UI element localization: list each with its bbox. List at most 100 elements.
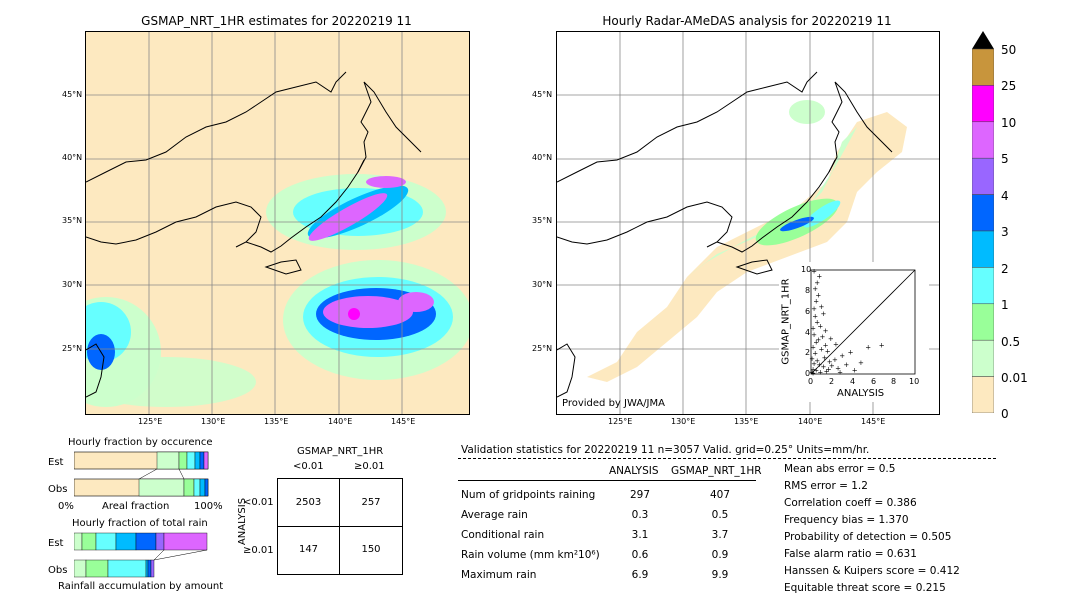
total-rain-bars xyxy=(74,532,208,578)
scatter-point: + xyxy=(832,356,838,364)
colorbar-extend-arrow xyxy=(972,31,994,49)
scatter-xtick: 8 xyxy=(891,377,897,386)
right-lon-label: 125°E xyxy=(608,417,633,426)
scatter-point: + xyxy=(809,368,815,376)
left-map-canvas xyxy=(86,32,469,414)
score-line: Equitable threat score = 0.215 xyxy=(784,582,946,594)
colorbar-label: 1 xyxy=(1001,298,1009,312)
score-line: Hanssen & Kuipers score = 0.412 xyxy=(784,565,960,577)
scatter-ytick: 4 xyxy=(805,328,811,337)
left-lat-label: 40°N xyxy=(62,153,83,162)
scatter-point: + xyxy=(825,348,831,356)
occurrence-title: Hourly fraction by occurence xyxy=(68,437,213,448)
occurrence-obs-label: Obs xyxy=(48,484,68,495)
colorbar-svg xyxy=(972,31,994,413)
validation-col-gsmap: GSMAP_NRT_1HR xyxy=(671,465,762,477)
contingency-col-ge: ≥0.01 xyxy=(354,461,385,472)
total-rain-footer: Rainfall accumulation by amount xyxy=(58,581,224,592)
scatter-point: + xyxy=(821,363,827,371)
scatter-point: + xyxy=(829,362,835,370)
scatter-point: + xyxy=(858,359,864,367)
right-lat-label: 25°N xyxy=(532,344,553,353)
scatter-point: + xyxy=(817,368,823,376)
right-lat-label: 45°N xyxy=(532,90,553,99)
stat-row-label: Num of gridpoints raining xyxy=(461,489,596,501)
scatter-point: + xyxy=(848,349,854,357)
scatter-point: + xyxy=(813,298,819,306)
scatter-ylabel: GSMAP_NRT_1HR xyxy=(780,278,792,365)
score-line: RMS error = 1.2 xyxy=(784,480,868,492)
stat-row-analysis: 0.3 xyxy=(631,509,649,521)
right-lat-label: 35°N xyxy=(532,216,553,225)
colorbar-label: 0.5 xyxy=(1001,335,1021,349)
left-lon-label: 130°E xyxy=(201,417,226,426)
scatter-point: + xyxy=(815,336,821,344)
scatter-point: + xyxy=(865,343,871,351)
right-map-credit: Provided by JWA/JMA xyxy=(562,398,665,409)
stat-row-analysis: 3.1 xyxy=(631,529,649,541)
scatter-point: + xyxy=(879,341,885,349)
left-coastline xyxy=(86,71,422,398)
colorbar-label: 3 xyxy=(1001,225,1009,239)
scatter-point: + xyxy=(835,364,841,372)
scatter-xtick: 10 xyxy=(909,377,920,386)
score-line: Mean abs error = 0.5 xyxy=(784,463,896,475)
right-lon-label: 145°E xyxy=(861,417,886,426)
total-rain-title: Hourly fraction of total rain xyxy=(72,518,208,529)
score-line: False alarm ratio = 0.631 xyxy=(784,548,917,560)
colorbar-block xyxy=(972,303,994,341)
colorbar-label: 50 xyxy=(1001,43,1017,57)
contingency-cell-a: 2503 xyxy=(295,497,322,508)
scatter-inset: + + + + + + + + + + + + + + + + + + + + + + + + + + + + + + + + + + + + + + + +… xyxy=(779,262,929,402)
scatter-point: + xyxy=(814,357,820,365)
scatter-point: + xyxy=(814,279,820,287)
scatter-ytick: 10 xyxy=(801,265,812,274)
scatter-point: + xyxy=(820,333,826,341)
scatter-point: + xyxy=(812,350,818,358)
colorbar-label: 10 xyxy=(1001,116,1017,130)
scatter-point: + xyxy=(827,358,833,366)
scatter-point: + xyxy=(810,325,816,333)
right-map: Provided by JWA/JMA xyxy=(556,31,940,415)
score-line: Frequency bias = 1.370 xyxy=(784,514,909,526)
scatter-point: + xyxy=(826,365,832,373)
contingency-row-lt: <0.01 xyxy=(243,497,274,508)
scatter-point: + xyxy=(810,343,816,351)
total-rain-obs-label: Obs xyxy=(48,565,68,576)
right-coastline xyxy=(557,71,893,398)
scatter-point: + xyxy=(809,355,815,363)
colorbar-block xyxy=(972,376,994,413)
scatter-point: + xyxy=(817,323,823,331)
scatter-point: + xyxy=(839,352,845,360)
validation-col-analysis: ANALYSIS xyxy=(609,465,659,477)
scatter-plot: +++++++++++++++++++++++++++++++++++ +++++… xyxy=(809,268,916,378)
stat-row-gsmap: 9.9 xyxy=(711,569,729,581)
scatter-points: +++++++++++++++++++++++++++++++++++ +++++… xyxy=(809,268,885,378)
left-lon-label: 145°E xyxy=(391,417,416,426)
stat-row-gsmap: 0.9 xyxy=(711,549,729,561)
colorbar-block xyxy=(972,194,994,232)
scatter-xtick: 0 xyxy=(808,377,814,386)
scatter-ytick: 8 xyxy=(805,286,811,295)
scatter-ytick: 0 xyxy=(805,369,811,378)
occurrence-axis-mid: Areal fraction xyxy=(102,501,170,512)
colorbar-label: 2 xyxy=(1001,262,1009,276)
colorbar-label: 4 xyxy=(1001,189,1009,203)
scatter-point: + xyxy=(811,268,817,276)
validation-rule xyxy=(458,480,756,481)
colorbar-block xyxy=(972,230,994,268)
colorbar-label: 0.01 xyxy=(1001,371,1028,385)
contingency-col-lt: <0.01 xyxy=(293,461,324,472)
colorbar-block xyxy=(972,339,994,377)
stat-row-label: Average rain xyxy=(461,509,528,521)
scatter-point: + xyxy=(812,285,818,293)
scatter-diagonal xyxy=(810,269,916,375)
scatter-point: + xyxy=(810,365,816,373)
stat-row-gsmap: 407 xyxy=(709,489,731,501)
scatter-point: + xyxy=(814,319,820,327)
scatter-ytick: 2 xyxy=(805,348,811,357)
contingency-table: 2503 257 147 150 xyxy=(277,478,403,575)
left-lon-label: 135°E xyxy=(264,417,289,426)
scatter-point: + xyxy=(811,331,817,339)
scatter-point: + xyxy=(813,366,819,374)
